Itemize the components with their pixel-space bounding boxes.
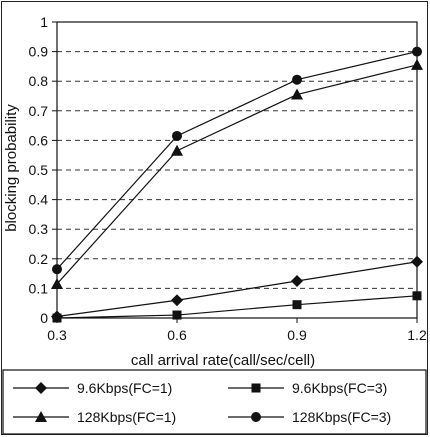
data-point	[51, 277, 63, 289]
series-line	[56, 64, 418, 285]
data-point	[52, 264, 62, 275]
data-point	[291, 275, 303, 287]
series-line	[56, 295, 418, 319]
legend-label: 128Kbps(FC=3)	[292, 409, 391, 425]
data-point	[412, 46, 422, 57]
series-line	[56, 51, 418, 270]
data-point	[172, 130, 182, 141]
data-point	[411, 255, 423, 268]
data-point	[292, 300, 302, 310]
data-point	[52, 313, 62, 323]
data-point	[412, 291, 422, 301]
legend-label: 128Kbps(FC=1)	[77, 409, 176, 425]
x-tick-label: 0.3	[47, 327, 67, 343]
legend-label: 9.6Kbps(FC=1)	[77, 380, 172, 396]
series-group	[51, 46, 423, 323]
y-tick-label: 0.6	[29, 132, 49, 148]
y-tick-label: 0.9	[29, 44, 49, 60]
gridlines	[57, 21, 417, 289]
legend-box	[2, 369, 427, 435]
data-point	[411, 58, 423, 70]
y-tick-label: 0.5	[29, 162, 49, 178]
legend-label: 9.6Kbps(FC=3)	[292, 380, 387, 396]
y-tick-label: 0.2	[29, 251, 49, 267]
legend-marker	[35, 411, 47, 422]
x-tick-label: 0.6	[167, 327, 187, 343]
data-point	[292, 74, 302, 85]
y-tick-label: 0.4	[29, 192, 49, 208]
x-tick-label: 1.2	[407, 327, 427, 343]
legend-marker	[35, 382, 47, 394]
y-tick-label: 0.1	[29, 280, 49, 296]
x-axis-title: call arrival rate(call/sec/cell)	[131, 352, 315, 369]
data-point	[171, 144, 183, 156]
legend-marker	[251, 383, 261, 393]
series-line	[56, 261, 418, 318]
y-tick-label: 0.8	[29, 73, 49, 89]
legend-marker	[251, 412, 261, 422]
y-tick-label: 0	[40, 310, 48, 326]
data-point	[172, 310, 182, 320]
legend: 9.6Kbps(FC=1) 9.6Kbps(FC=3) 128Kbps(FC=1) 1…	[2, 369, 427, 435]
axes: 0 0.1 0.2 0.3 0.4 0.5 0.6 0.7 0.8 0.9 1 0.3 0.6 0.9 1.…	[29, 14, 427, 343]
data-point	[291, 88, 303, 100]
data-point	[171, 294, 183, 307]
y-tick-label: 0.3	[29, 221, 49, 237]
plot-area	[56, 21, 418, 319]
y-axis-title: blocking probability	[3, 104, 20, 232]
y-tick-label: 1	[40, 14, 48, 30]
x-tick-label: 0.9	[287, 327, 307, 343]
y-tick-label: 0.7	[29, 103, 49, 119]
